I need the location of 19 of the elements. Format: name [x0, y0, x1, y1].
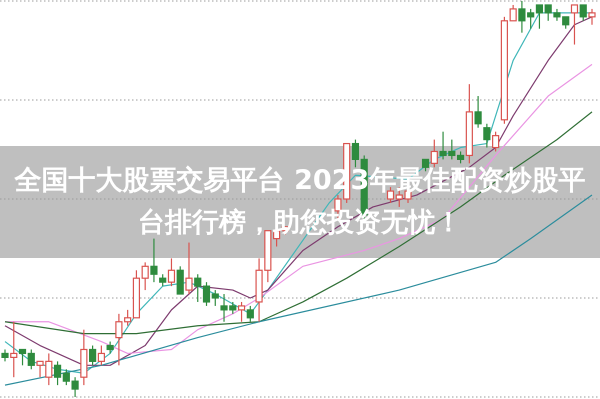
candlestick: [474, 95, 482, 128]
candlestick: [580, 4, 587, 22]
candlestick: [89, 344, 96, 366]
candlestick: [492, 131, 500, 152]
candlestick: [150, 238, 158, 283]
candlestick: [588, 8, 596, 26]
candlestick: [176, 266, 184, 295]
candlestick: [98, 344, 105, 366]
candlestick: [430, 139, 438, 168]
candlestick: [483, 123, 490, 148]
candlestick: [159, 274, 166, 287]
candlestick: [246, 305, 254, 322]
candlestick: [106, 340, 114, 354]
candlestick: [10, 321, 18, 378]
candlestick: [185, 242, 193, 295]
candlestick: [570, 4, 578, 46]
candlestick: [238, 301, 246, 322]
candlestick: [1, 348, 9, 362]
candlestick: [168, 258, 176, 287]
